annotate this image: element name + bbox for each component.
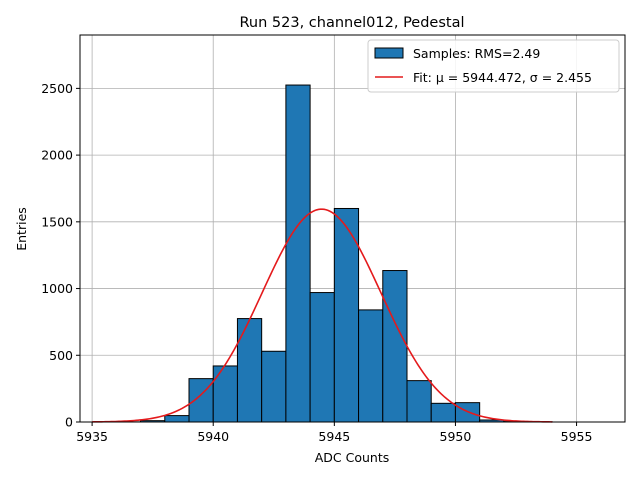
x-tick-label: 5945: [318, 429, 350, 444]
legend-histogram-swatch: [375, 48, 403, 58]
y-tick-label: 500: [49, 348, 73, 363]
histogram-bar: [383, 271, 407, 422]
histogram-bar: [359, 310, 383, 422]
x-tick-label: 5940: [197, 429, 229, 444]
x-tick-label: 5955: [561, 429, 593, 444]
histogram-bar: [213, 366, 237, 422]
histogram-bar: [262, 351, 286, 422]
legend-histogram-label: Samples: RMS=2.49: [413, 46, 540, 61]
histogram-bar: [431, 403, 455, 422]
y-axis-label: Entries: [14, 207, 29, 251]
histogram-bar: [407, 381, 431, 422]
x-tick-label: 5935: [76, 429, 108, 444]
chart-title: Run 523, channel012, Pedestal: [239, 15, 464, 31]
histogram-bar: [286, 85, 310, 422]
histogram-bar: [165, 416, 189, 422]
legend-fit-label: Fit: μ = 5944.472, σ = 2.455: [413, 70, 592, 85]
histogram-bar: [237, 319, 261, 422]
x-tick-label: 5950: [440, 429, 472, 444]
legend: Samples: RMS=2.49 Fit: μ = 5944.472, σ =…: [368, 40, 619, 92]
y-tick-label: 1000: [41, 281, 73, 296]
y-tick-label: 0: [65, 415, 73, 430]
y-tick-label: 2500: [41, 81, 73, 96]
x-axis-label: ADC Counts: [315, 450, 390, 465]
y-tick-label: 2000: [41, 148, 73, 163]
y-tick-label: 1500: [41, 214, 73, 229]
histogram-bar: [310, 293, 334, 422]
